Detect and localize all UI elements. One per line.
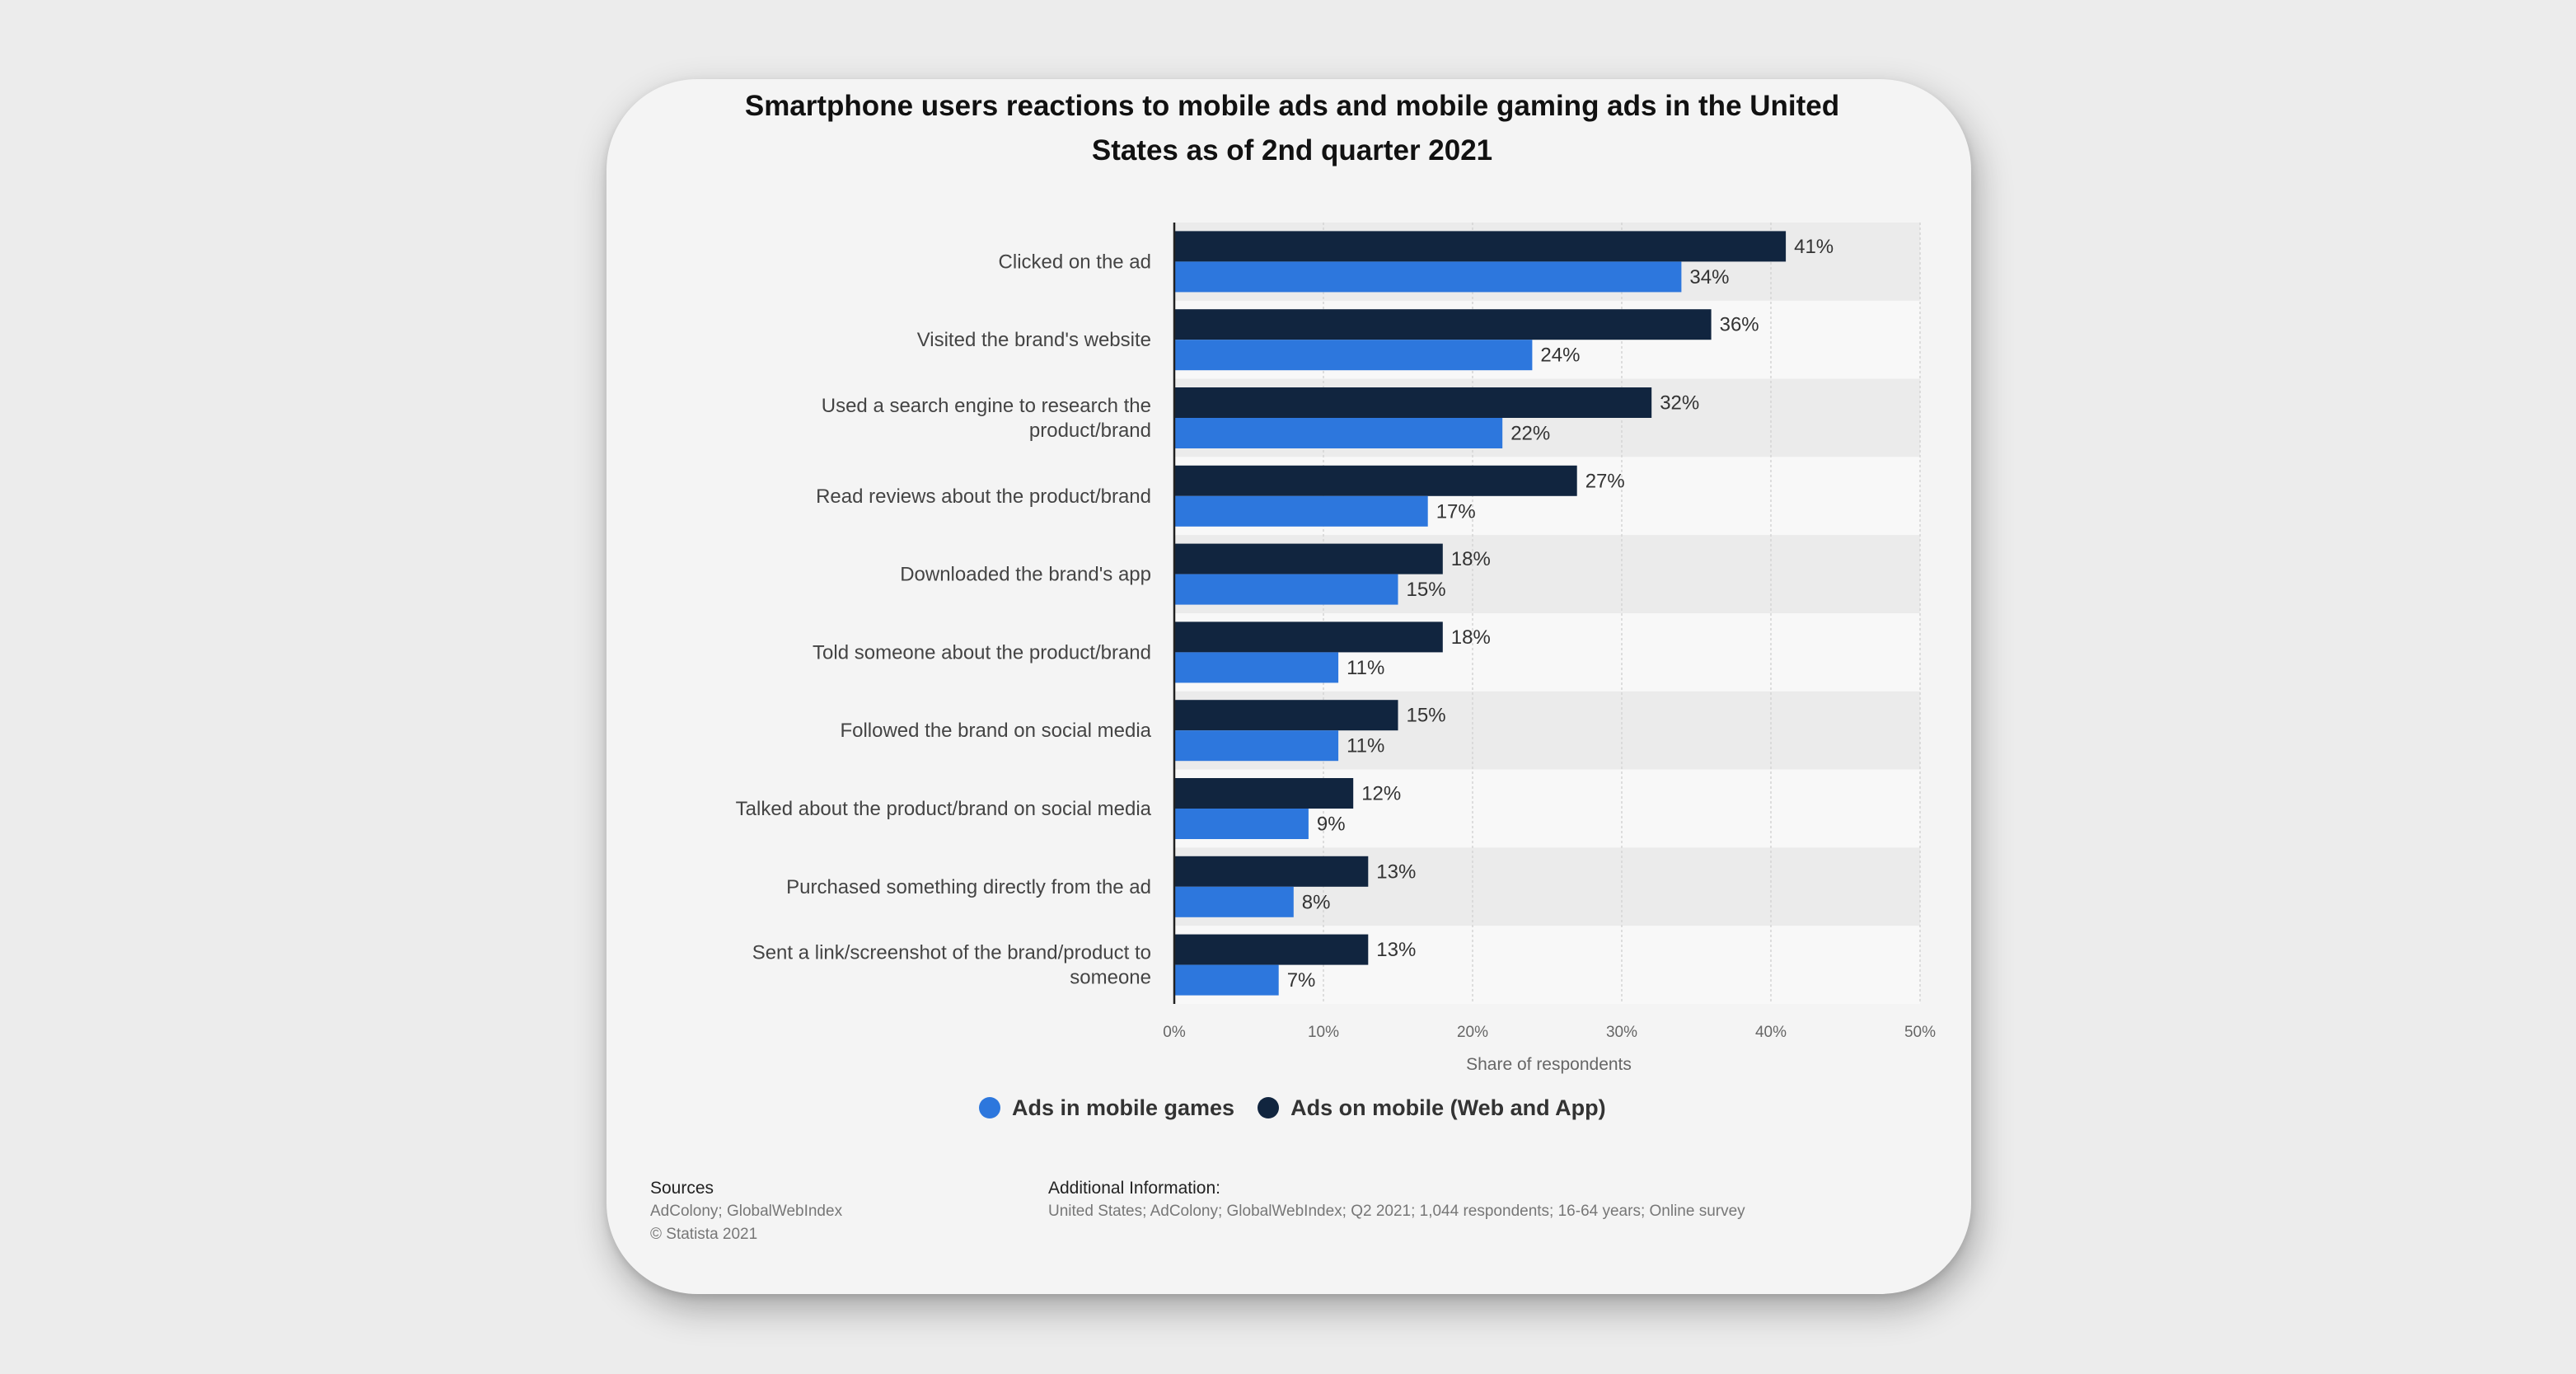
bar-web	[1174, 309, 1712, 340]
data-label-games: 11%	[1347, 735, 1384, 757]
legend-dot-web	[1258, 1097, 1280, 1118]
data-label-web: 13%	[1376, 861, 1416, 883]
data-label-games: 7%	[1287, 969, 1316, 992]
bar-web	[1174, 856, 1369, 887]
sources-block: Sources AdColony; GlobalWebIndex © Stati…	[650, 1177, 842, 1246]
data-label-web: 13%	[1376, 939, 1416, 961]
bar-games	[1174, 809, 1309, 839]
x-tick-label: 0%	[1163, 1024, 1186, 1041]
additional-info-block: Additional Information: United States; A…	[1048, 1177, 1745, 1223]
category-label: Used a search engine to research the	[822, 395, 1151, 417]
category-label: Told someone about the product/brand	[813, 641, 1151, 664]
category-label: Read reviews about the product/brand	[816, 485, 1151, 508]
chart-title: Smartphone users reactions to mobile ads…	[744, 90, 1840, 166]
bar-games	[1174, 652, 1339, 683]
legend: Ads in mobile games Ads on mobile (Web a…	[979, 1093, 1606, 1123]
x-axis-title: Share of respondents	[1466, 1055, 1632, 1074]
copyright-text: © Statista 2021	[650, 1226, 758, 1243]
x-tick-label: 30%	[1606, 1024, 1637, 1041]
bar-games	[1174, 730, 1339, 762]
category-label: Visited the brand's website	[917, 329, 1151, 351]
data-label-games: 11%	[1347, 657, 1384, 679]
data-label-web: 12%	[1361, 783, 1401, 805]
legend-item-web[interactable]: Ads on mobile (Web and App)	[1258, 1095, 1606, 1121]
legend-label-web: Ads on mobile (Web and App)	[1290, 1095, 1606, 1120]
bar-web	[1174, 778, 1354, 809]
bar-web	[1174, 543, 1443, 574]
category-label: Followed the brand on social media	[840, 720, 1151, 742]
data-label-web: 32%	[1660, 392, 1699, 415]
bar-games	[1174, 495, 1428, 527]
x-tick-label: 40%	[1755, 1024, 1787, 1041]
data-label-games: 9%	[1317, 814, 1346, 836]
bar-games	[1174, 261, 1682, 293]
bar-web	[1174, 934, 1369, 965]
sources-text[interactable]: AdColony; GlobalWebIndex	[650, 1203, 843, 1220]
data-label-games: 24%	[1540, 345, 1580, 367]
x-tick-label: 10%	[1308, 1024, 1339, 1041]
data-label-web: 41%	[1794, 236, 1834, 258]
data-label-games: 22%	[1510, 423, 1550, 445]
additional-info-text: United States; AdColony; GlobalWebIndex;…	[1048, 1203, 1745, 1220]
bar-web	[1174, 231, 1787, 262]
data-label-web: 18%	[1451, 626, 1491, 649]
data-label-web: 36%	[1720, 314, 1759, 336]
bar-games	[1174, 418, 1503, 448]
bar-web	[1174, 387, 1652, 418]
data-label-games: 34%	[1689, 266, 1729, 288]
additional-info-heading: Additional Information:	[1048, 1179, 1220, 1198]
category-label: someone	[1070, 967, 1151, 989]
x-tick-label: 20%	[1457, 1024, 1488, 1041]
bar-games	[1174, 964, 1279, 996]
data-label-web: 15%	[1407, 705, 1446, 727]
bar-games	[1174, 574, 1398, 605]
data-label-web: 18%	[1451, 548, 1491, 570]
bar-games	[1174, 886, 1294, 917]
category-label: Purchased something directly from the ad	[786, 876, 1151, 898]
data-label-web: 27%	[1585, 470, 1625, 492]
data-label-games: 17%	[1436, 500, 1476, 523]
category-label: Sent a link/screenshot of the brand/prod…	[752, 942, 1151, 964]
legend-item-games[interactable]: Ads in mobile games	[979, 1095, 1234, 1121]
category-label: Downloaded the brand's app	[900, 564, 1151, 586]
bar-games	[1174, 340, 1533, 371]
category-label: Clicked on the ad	[999, 251, 1151, 273]
category-label: Talked about the product/brand on social…	[736, 798, 1152, 820]
sources-heading: Sources	[650, 1179, 714, 1198]
bar-web	[1174, 700, 1398, 731]
data-label-games: 8%	[1302, 891, 1331, 913]
category-label: product/brand	[1029, 420, 1151, 442]
bar-web	[1174, 465, 1577, 496]
data-label-games: 15%	[1407, 579, 1446, 601]
legend-dot-games	[979, 1097, 1000, 1118]
bar-web	[1174, 621, 1443, 653]
x-tick-label: 50%	[1904, 1024, 1936, 1041]
legend-label-games: Ads in mobile games	[1012, 1095, 1235, 1120]
